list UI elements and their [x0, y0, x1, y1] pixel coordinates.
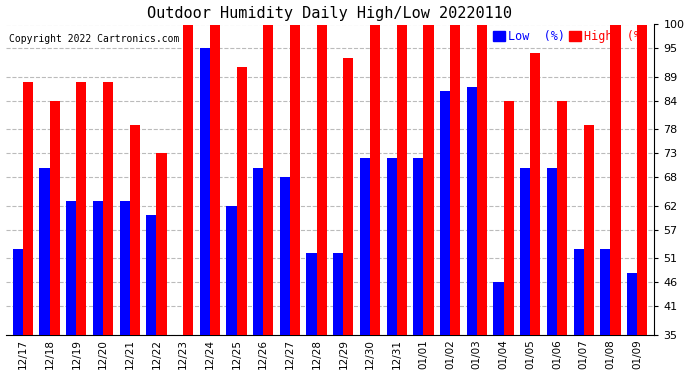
Bar — [157, 153, 166, 334]
Bar — [13, 249, 23, 334]
Bar — [557, 101, 567, 334]
Bar — [290, 24, 300, 334]
Bar — [370, 24, 380, 334]
Bar — [253, 168, 263, 334]
Bar — [317, 24, 327, 334]
Bar — [210, 24, 220, 334]
Bar — [50, 101, 60, 334]
Bar — [611, 24, 620, 334]
Bar — [23, 82, 33, 334]
Bar — [146, 215, 157, 334]
Bar — [306, 254, 317, 334]
Bar — [493, 282, 504, 334]
Bar — [279, 177, 290, 334]
Title: Outdoor Humidity Daily High/Low 20220110: Outdoor Humidity Daily High/Low 20220110 — [148, 6, 513, 21]
Bar — [344, 58, 353, 334]
Bar — [424, 24, 433, 334]
Bar — [466, 87, 477, 334]
Bar — [130, 124, 140, 334]
Bar — [530, 53, 540, 334]
Text: Copyright 2022 Cartronics.com: Copyright 2022 Cartronics.com — [9, 34, 179, 44]
Bar — [226, 206, 237, 334]
Bar — [573, 249, 584, 334]
Bar — [103, 82, 113, 334]
Bar — [504, 101, 513, 334]
Bar — [360, 158, 370, 334]
Bar — [119, 201, 130, 334]
Bar — [584, 124, 594, 334]
Bar — [397, 24, 407, 334]
Bar — [66, 201, 77, 334]
Bar — [93, 201, 103, 334]
Legend: Low  (%), High  (%): Low (%), High (%) — [493, 30, 649, 44]
Bar — [237, 68, 247, 334]
Bar — [546, 168, 557, 334]
Bar — [386, 158, 397, 334]
Bar — [477, 24, 487, 334]
Bar — [450, 24, 460, 334]
Bar — [520, 168, 530, 334]
Bar — [627, 273, 637, 334]
Bar — [199, 48, 210, 334]
Bar — [263, 24, 273, 334]
Bar — [637, 24, 647, 334]
Bar — [413, 158, 424, 334]
Bar — [183, 24, 193, 334]
Bar — [440, 91, 450, 334]
Bar — [333, 254, 344, 334]
Bar — [39, 168, 50, 334]
Bar — [77, 82, 86, 334]
Bar — [600, 249, 611, 334]
